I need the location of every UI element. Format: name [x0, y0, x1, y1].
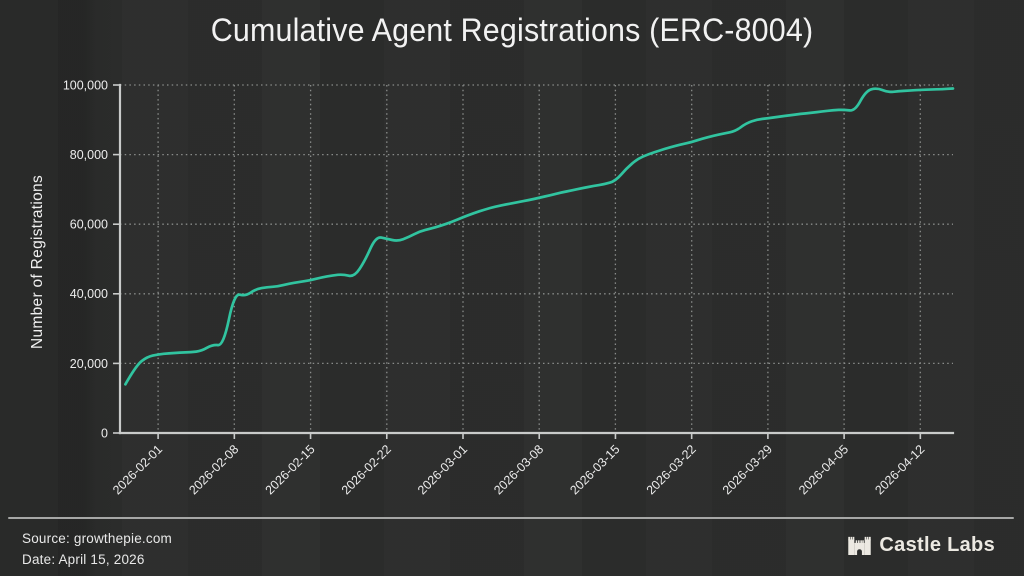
x-tick-label: 2026-04-12 [872, 442, 927, 497]
x-tick-label: 2026-02-22 [339, 442, 394, 497]
y-tick-label: 100,000 [63, 78, 108, 92]
brand-logo: Castle Labs [848, 534, 995, 557]
x-tick-label: 2026-02-01 [110, 442, 165, 497]
brand-name: Castle Labs [879, 534, 995, 556]
x-tick-label: 2026-03-29 [720, 442, 775, 497]
castle-icon [848, 536, 872, 555]
chart-title: Cumulative Agent Registrations (ERC-8004… [210, 12, 814, 48]
gridlines [120, 84, 953, 433]
y-tick-label: 60,000 [70, 218, 108, 232]
chart-canvas: 0 20,000 40,000 60,000 80,000 100,000 2026-02-… [63, 78, 955, 497]
x-tick-label: 2026-02-15 [263, 442, 318, 497]
footer-divider [8, 517, 1014, 519]
x-tick-labels: 2026-02-01 2026-02-08 2026-02-15 2026-02-22… [110, 433, 927, 497]
source-block: Source: growthepie.com Date: April 15, 2… [22, 528, 172, 570]
x-tick-label: 2026-04-05 [796, 442, 851, 497]
y-tick-label: 40,000 [70, 287, 108, 301]
x-tick-label: 2026-03-08 [491, 442, 546, 497]
date-text: Date: April 15, 2026 [22, 552, 145, 567]
axes [118, 83, 955, 435]
x-tick-label: 2026-03-22 [644, 442, 699, 497]
y-tick-labels: 0 20,000 40,000 60,000 80,000 100,000 [63, 78, 120, 440]
y-tick-label: 20,000 [70, 357, 108, 371]
registrations-line [124, 87, 955, 386]
source-text: Source: growthepie.com [22, 531, 172, 546]
y-tick-label: 0 [101, 426, 108, 440]
x-tick-label: 2026-02-08 [186, 442, 241, 497]
x-tick-label: 2026-03-15 [567, 442, 622, 497]
x-tick-label: 2026-03-01 [415, 442, 470, 497]
y-tick-label: 80,000 [70, 148, 108, 162]
